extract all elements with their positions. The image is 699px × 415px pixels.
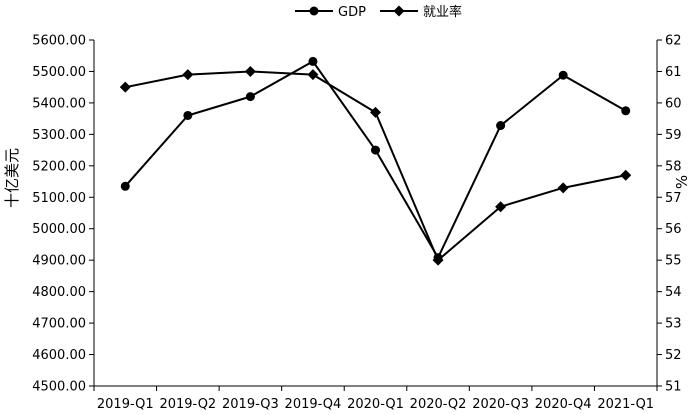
data-point-gdp — [183, 110, 193, 120]
legend-employment-marker — [393, 5, 405, 17]
data-point-gdp — [371, 145, 380, 155]
legend-employment-label: 就业率 — [423, 4, 462, 20]
data-point-employment — [119, 81, 131, 93]
data-point-employment — [182, 69, 194, 81]
y-axis-left-title: 十亿美元 — [3, 148, 21, 208]
y-right-tick-label: 58 — [665, 159, 682, 174]
y-left-tick-label: 4700.00 — [32, 317, 86, 332]
y-left-tick-label: 4900.00 — [32, 254, 86, 269]
y-left-tick-label: 5200.00 — [32, 159, 86, 174]
x-tick-label: 2020-Q4 — [535, 397, 592, 412]
x-tick-label: 2019-Q1 — [97, 397, 154, 412]
y-right-tick-label: 53 — [665, 317, 682, 332]
y-left-tick-label: 5300.00 — [32, 128, 86, 143]
data-point-gdp — [120, 181, 130, 191]
data-point-employment — [557, 182, 569, 194]
y-left-tick-label: 4500.00 — [32, 380, 86, 395]
y-right-tick-label: 57 — [665, 191, 682, 206]
y-left-tick-label: 5500.00 — [32, 65, 86, 80]
legend-gdp-marker — [309, 6, 319, 16]
plot-area — [119, 56, 632, 266]
y-right-tick-label: 62 — [665, 34, 682, 49]
data-point-gdp — [558, 70, 568, 80]
y-right-tick-label: 56 — [665, 222, 682, 237]
x-tick-label: 2019-Q3 — [222, 397, 279, 412]
y-axis-right-title: % — [673, 175, 691, 189]
axes: 4500.00 4600.00 4700.00 4800.00 4900.00 5000.… — [32, 34, 681, 413]
x-tick-label: 2019-Q2 — [159, 397, 216, 412]
y-left-tick-label: 5000.00 — [32, 222, 86, 237]
y-right-tick-label: 54 — [665, 285, 682, 300]
x-tick-label: 2020-Q3 — [472, 397, 529, 412]
y-left-tick-label: 4800.00 — [32, 285, 86, 300]
legend-gdp-label: GDP — [338, 5, 366, 20]
data-point-gdp — [308, 56, 318, 66]
y-right-tick-label: 51 — [665, 380, 682, 395]
data-point-employment — [244, 65, 256, 77]
x-tick-label: 2020-Q1 — [347, 397, 404, 412]
y-right-tick-label: 60 — [665, 96, 682, 111]
y-right-tick-label: 59 — [665, 128, 682, 143]
data-point-employment — [370, 106, 381, 118]
data-point-employment — [432, 254, 444, 266]
x-tick-label: 2019-Q4 — [285, 397, 342, 412]
data-point-gdp — [621, 106, 631, 116]
data-point-employment — [307, 69, 319, 81]
series-line-employment — [125, 70, 626, 262]
data-point-gdp — [245, 92, 255, 102]
x-tick-label: 2020-Q2 — [410, 397, 467, 412]
y-right-tick-label: 55 — [665, 254, 682, 269]
y-left-tick-label: 5100.00 — [32, 191, 86, 206]
data-point-employment — [620, 169, 632, 181]
x-tick-label: 2021-Q1 — [597, 397, 654, 412]
y-left-tick-label: 5400.00 — [32, 96, 86, 111]
y-left-tick-label: 4600.00 — [32, 348, 86, 363]
y-right-tick-label: 61 — [665, 65, 682, 80]
data-point-gdp — [496, 121, 506, 131]
y-left-tick-label: 5600.00 — [32, 34, 86, 49]
y-right-tick-label: 52 — [665, 348, 682, 363]
series-line-gdp — [124, 60, 627, 259]
data-point-employment — [495, 201, 507, 213]
legend: GDP 就业率 — [295, 4, 462, 20]
